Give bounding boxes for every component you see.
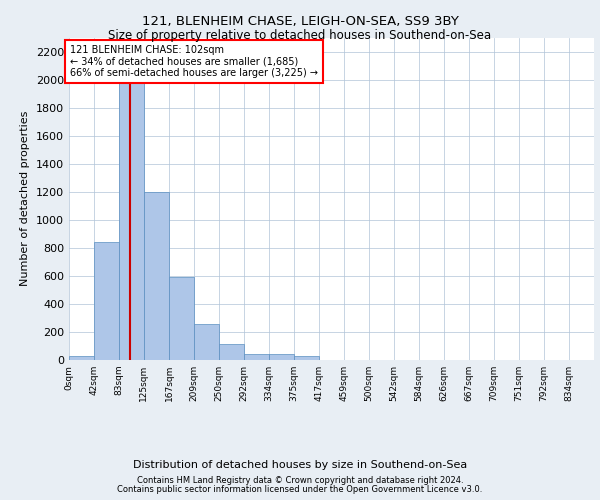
- Bar: [194, 324, 219, 360]
- Text: Contains HM Land Registry data © Crown copyright and database right 2024.: Contains HM Land Registry data © Crown c…: [137, 476, 463, 485]
- Bar: [69, 356, 94, 360]
- Bar: [294, 356, 319, 360]
- Text: Contains public sector information licensed under the Open Government Licence v3: Contains public sector information licen…: [118, 484, 482, 494]
- Text: 121 BLENHEIM CHASE: 102sqm
← 34% of detached houses are smaller (1,685)
66% of s: 121 BLENHEIM CHASE: 102sqm ← 34% of deta…: [70, 45, 318, 78]
- Y-axis label: Number of detached properties: Number of detached properties: [20, 111, 31, 286]
- Bar: [169, 278, 194, 360]
- Bar: [119, 80, 144, 360]
- Text: 121, BLENHEIM CHASE, LEIGH-ON-SEA, SS9 3BY: 121, BLENHEIM CHASE, LEIGH-ON-SEA, SS9 3…: [142, 15, 458, 28]
- Bar: [269, 354, 294, 360]
- Bar: [144, 192, 169, 360]
- Bar: [244, 354, 269, 360]
- Bar: [94, 242, 119, 360]
- Bar: [219, 344, 244, 360]
- Text: Distribution of detached houses by size in Southend-on-Sea: Distribution of detached houses by size …: [133, 460, 467, 470]
- Text: Size of property relative to detached houses in Southend-on-Sea: Size of property relative to detached ho…: [109, 29, 491, 42]
